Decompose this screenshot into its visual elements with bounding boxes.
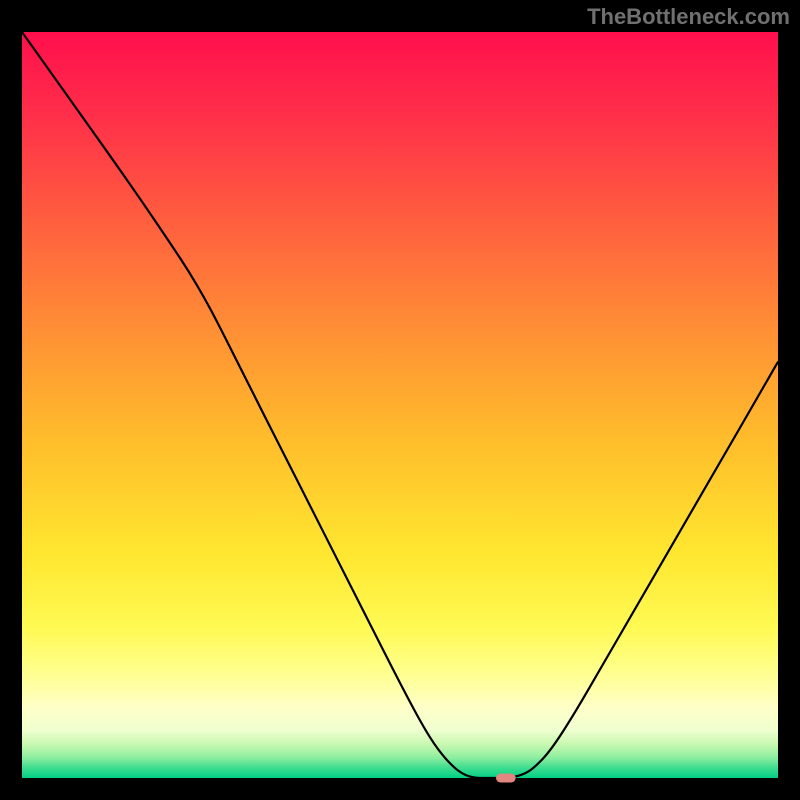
recommendation-marker — [496, 774, 516, 783]
gradient-plot-background — [22, 32, 778, 778]
chart-container: TheBottleneck.com — [0, 0, 800, 800]
watermark-text: TheBottleneck.com — [587, 4, 790, 30]
bottleneck-chart-svg — [0, 0, 800, 800]
